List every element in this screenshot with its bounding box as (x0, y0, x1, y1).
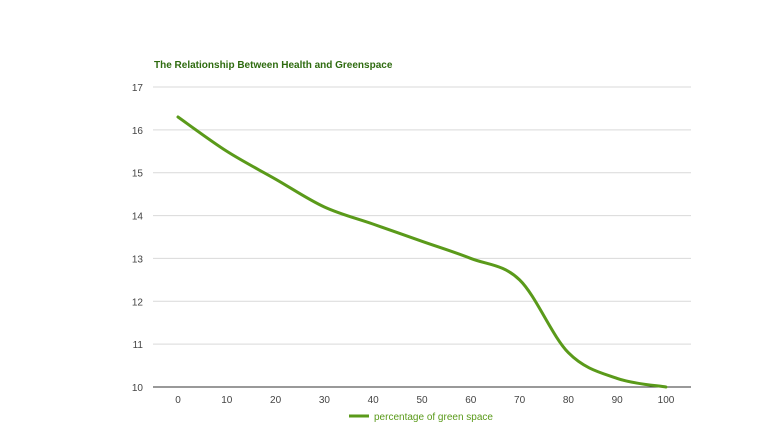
data-point[interactable] (419, 238, 425, 244)
y-tick-label: 11 (133, 340, 144, 351)
legend-label: percentage of green space (374, 412, 493, 423)
x-tick-label: 30 (319, 395, 331, 406)
y-axis-ticks: 10 11 12 13 14 15 16 17 (132, 83, 144, 394)
legend[interactable]: percentage of green space (349, 412, 493, 423)
x-tick-label: 100 (658, 395, 675, 406)
x-tick-label: 40 (368, 395, 380, 406)
x-tick-label: 60 (465, 395, 477, 406)
data-point[interactable] (565, 350, 571, 356)
y-tick-label: 16 (132, 126, 144, 137)
y-tick-label: 17 (132, 83, 144, 94)
y-tick-label: 13 (132, 254, 144, 265)
data-point[interactable] (517, 277, 523, 283)
x-axis-ticks: 0 10 20 30 40 50 60 70 80 90 100 (175, 395, 675, 406)
data-point[interactable] (175, 114, 181, 120)
y-tick-label: 12 (132, 297, 144, 308)
y-tick-label: 15 (132, 169, 144, 180)
data-point[interactable] (663, 384, 669, 390)
chart-title: The Relationship Between Health and Gree… (154, 60, 393, 71)
x-tick-label: 90 (612, 395, 624, 406)
data-point[interactable] (273, 176, 279, 182)
data-point[interactable] (614, 375, 620, 381)
x-tick-label: 20 (270, 395, 282, 406)
y-tick-label: 14 (132, 212, 144, 223)
gridlines (153, 86, 691, 388)
y-tick-label: 10 (132, 383, 144, 394)
x-tick-label: 80 (563, 395, 575, 406)
series-layer (175, 114, 669, 390)
data-point[interactable] (224, 148, 230, 154)
data-point[interactable] (321, 204, 327, 210)
x-tick-label: 50 (416, 395, 428, 406)
series-line[interactable] (176, 115, 668, 389)
x-tick-label: 70 (514, 395, 526, 406)
data-point[interactable] (468, 255, 474, 261)
x-tick-label: 0 (175, 395, 181, 406)
x-tick-label: 10 (221, 395, 233, 406)
data-point[interactable] (370, 221, 376, 227)
